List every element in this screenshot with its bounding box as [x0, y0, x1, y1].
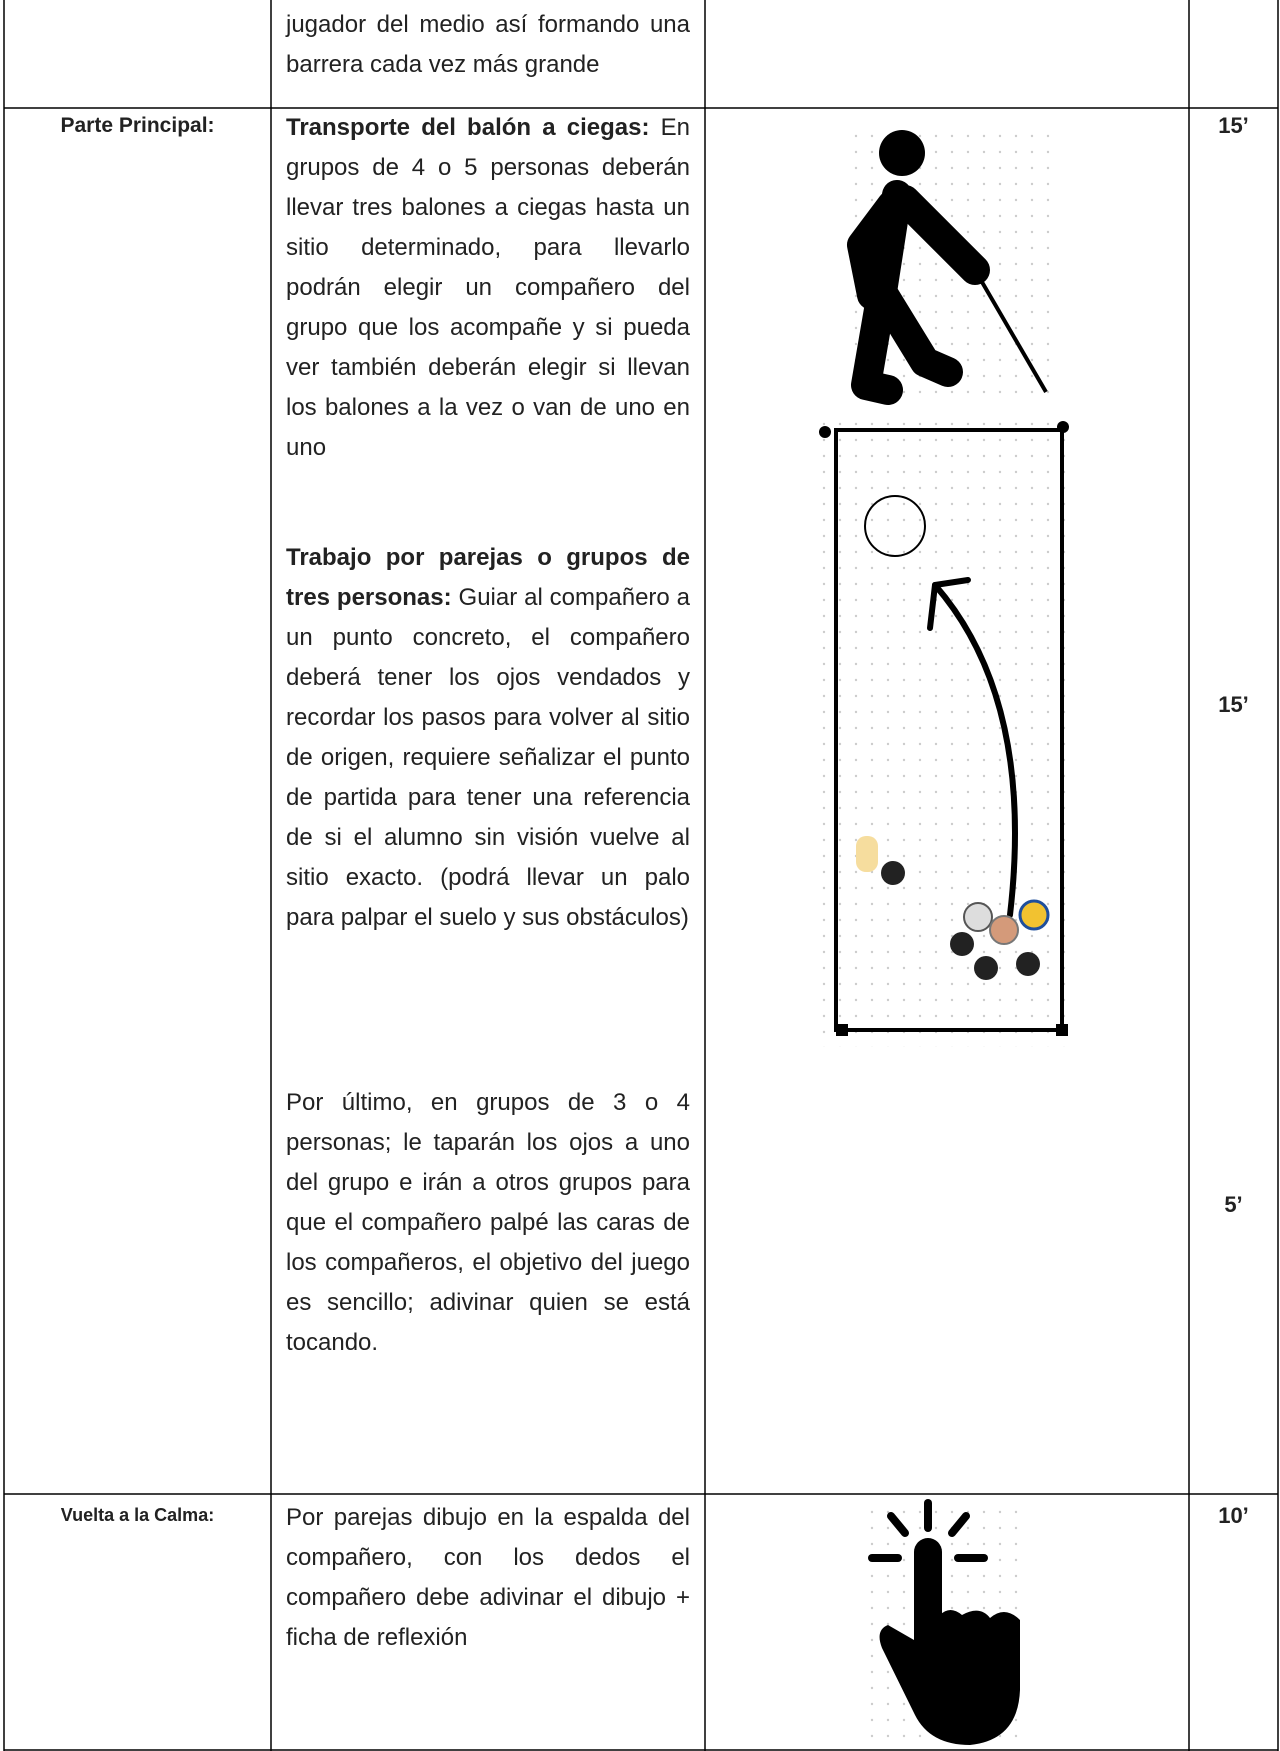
paragraph-text: Guiar al compañero a un punto concreto, …	[286, 584, 690, 931]
paragraph: Por último, en grupos de 3 o 4 personas;…	[286, 1089, 690, 1356]
table-borders	[3, 0, 1279, 1751]
pointing-hand-icon	[860, 1499, 1030, 1748]
row-label: Vuelta a la Calma:	[60, 1505, 215, 1525]
paragraph: Por parejas dibujo en la espalda del com…	[286, 1504, 690, 1651]
duration: 15’	[1218, 692, 1249, 717]
duration: 5’	[1224, 1192, 1243, 1217]
paragraph-heading: Trabajo por parejas o grupos de tres per…	[286, 544, 690, 611]
duration: 15’	[1218, 113, 1249, 138]
paragraph: Trabajo por parejas o grupos de tres per…	[286, 538, 690, 938]
paragraph-text: En grupos de 4 o 5 personas deberán llev…	[286, 114, 691, 461]
paragraph: jugador del medio así formando una barre…	[286, 11, 690, 78]
row-label: Parte Principal:	[60, 114, 215, 137]
paragraph: Transporte del balón a ciegas: En grupos…	[286, 108, 690, 468]
blind-person-icon	[845, 125, 1053, 405]
field-diagram	[819, 415, 1078, 1047]
paragraph-heading: Transporte del balón a ciegas:	[286, 114, 650, 141]
duration: 10’	[1218, 1503, 1249, 1528]
